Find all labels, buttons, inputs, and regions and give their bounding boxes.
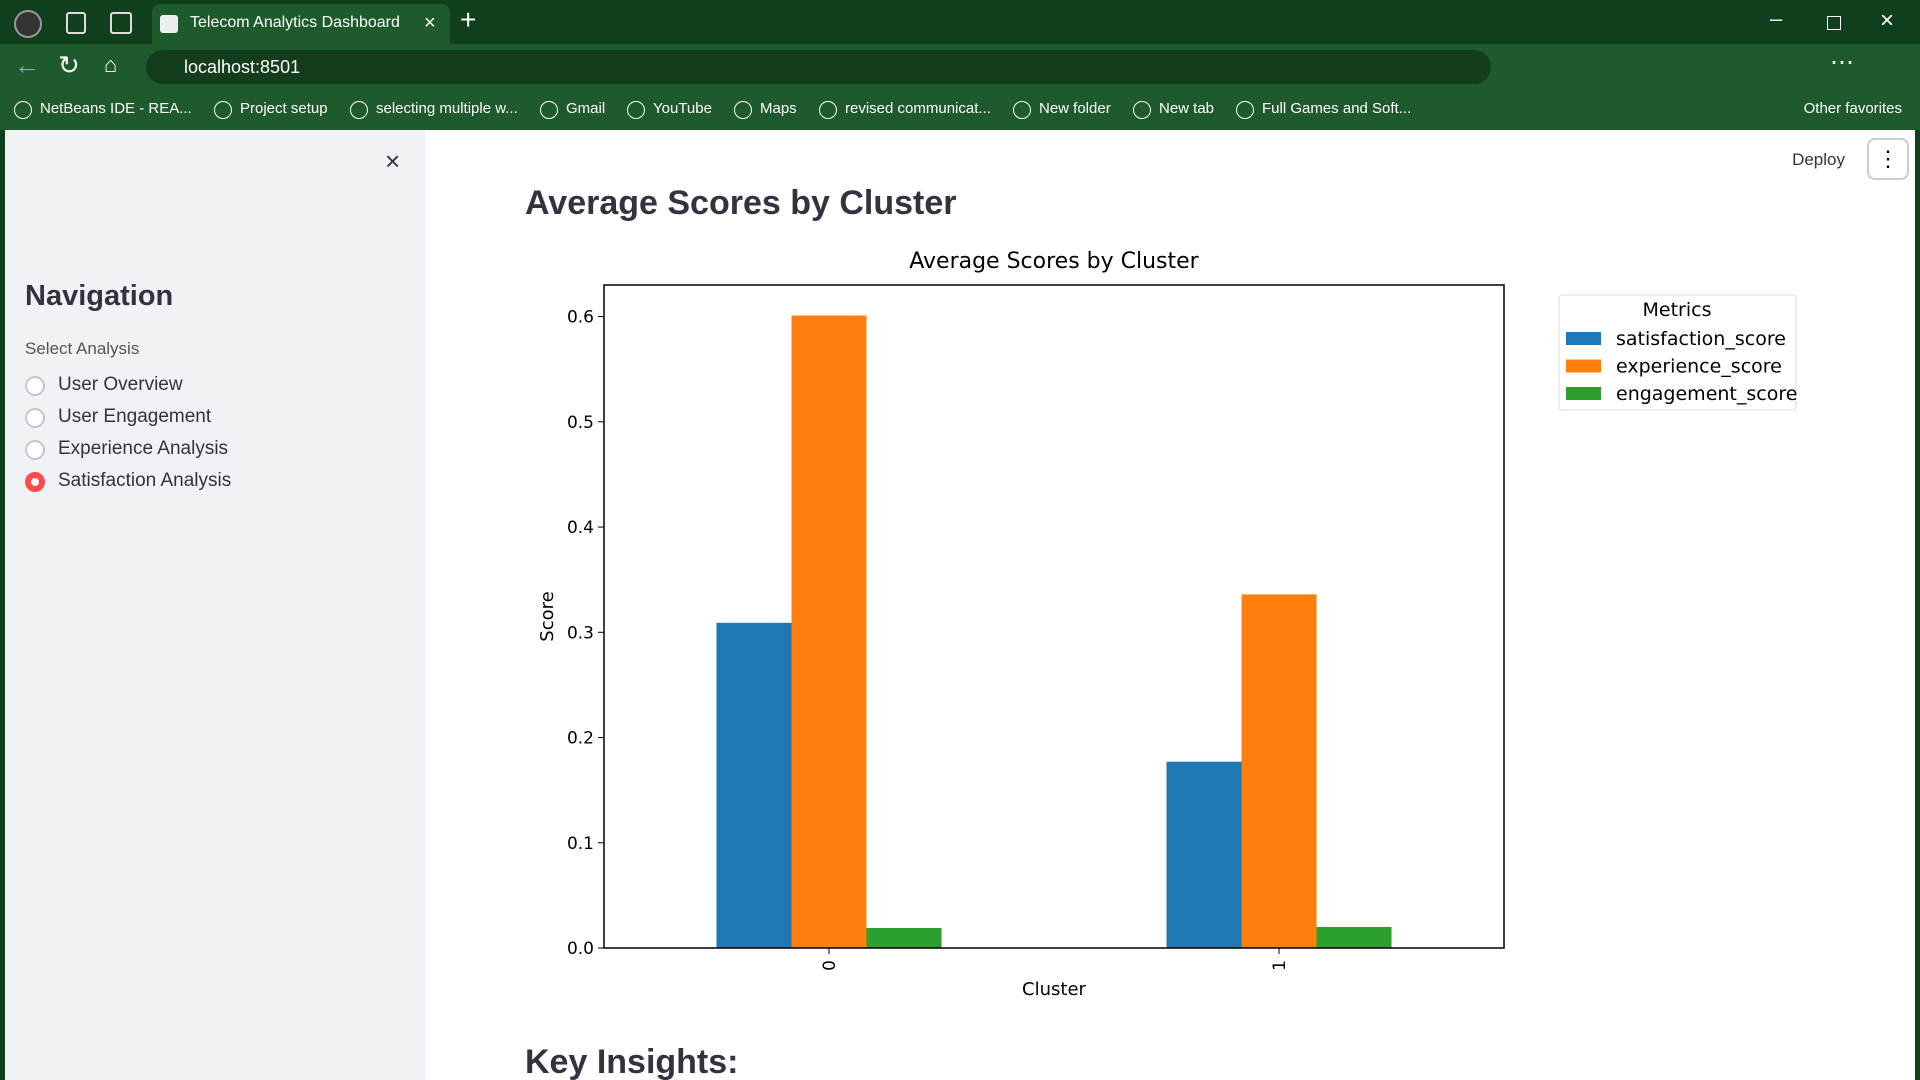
more-menu[interactable]: ⋯ — [1830, 49, 1854, 76]
close-window[interactable]: × — [1880, 7, 1895, 34]
deploy-button[interactable]: Deploy — [1792, 150, 1845, 169]
home[interactable]: ⌂ — [104, 52, 118, 77]
radio-button[interactable] — [25, 440, 45, 460]
plot-frame — [603, 284, 1505, 949]
radio-button[interactable] — [25, 472, 45, 492]
tab-bar: Telecom Analytics Dashboard × + – × — [0, 0, 1920, 44]
bookmark-icon — [1133, 101, 1151, 119]
url-field[interactable]: localhost:8501 — [146, 50, 1491, 84]
bookmark-icon — [540, 101, 558, 119]
radio-button[interactable] — [25, 408, 45, 428]
bookmark[interactable]: YouTube — [653, 100, 712, 117]
bookmark[interactable]: Maps — [760, 100, 797, 117]
sidebar-close[interactable]: × — [385, 146, 401, 176]
section-heading: Key Insights: — [525, 1043, 739, 1080]
bookmark-icon — [350, 101, 368, 119]
x-tick-label: 1 — [1270, 960, 1290, 971]
bookmark[interactable]: Gmail — [566, 100, 606, 117]
y-tick-label: 0.5 — [567, 413, 594, 433]
y-tick-label: 0.4 — [567, 518, 594, 538]
bookmark[interactable]: New tab — [1159, 100, 1215, 117]
new-tab[interactable]: + — [460, 4, 477, 35]
bookmarks-bar: Other favorites NetBeans IDE - REA... Pro… — [0, 88, 1920, 130]
restore[interactable] — [1827, 16, 1841, 30]
bar — [791, 315, 867, 948]
bookmark-icon — [1236, 101, 1254, 119]
bar — [1316, 926, 1392, 948]
workspaces-icon[interactable] — [66, 12, 86, 34]
profile-icon[interactable] — [14, 10, 42, 38]
back[interactable]: ← — [14, 50, 40, 80]
chart-title: Average Scores by Cluster — [909, 249, 1199, 274]
app: × Navigation Select Analysis User Overvi… — [5, 130, 1915, 1080]
bookmark[interactable]: Full Games and Soft... — [1262, 100, 1412, 117]
bookmark-icon — [627, 101, 645, 119]
bookmark[interactable]: Project setup — [240, 100, 328, 117]
bookmark-icon — [734, 101, 752, 119]
bookmark[interactable]: selecting multiple w... — [376, 100, 518, 117]
legend-swatch — [1566, 332, 1601, 345]
app-menu[interactable]: ⋮ — [1867, 138, 1909, 180]
tab-favicon — [160, 15, 178, 33]
y-tick-label: 0.3 — [567, 623, 594, 643]
bar — [1166, 761, 1242, 948]
bookmark[interactable]: NetBeans IDE - REA... — [40, 100, 192, 117]
radio-option[interactable]: User Engagement — [58, 406, 212, 427]
legend-label: experience_score — [1616, 356, 1782, 378]
bookmark-icon — [819, 101, 837, 119]
radio-option[interactable]: Satisfaction Analysis — [58, 470, 232, 491]
legend-label: engagement_score — [1616, 383, 1797, 405]
url: localhost:8501 — [184, 57, 301, 77]
x-tick-label: 0 — [820, 960, 840, 971]
bookmark-icon — [14, 101, 32, 119]
bookmark-icon — [1013, 101, 1031, 119]
bar — [716, 622, 792, 948]
y-tick-label: 0.0 — [567, 939, 594, 959]
chart: Average Scores by Cluster 0.0 0.1 0.2 0.3 0.4… — [537, 249, 1797, 1000]
y-tick-label: 0.6 — [567, 308, 594, 328]
bar — [866, 928, 942, 948]
legend-box — [1558, 294, 1797, 411]
legend-label: satisfaction_score — [1616, 328, 1786, 350]
legend-swatch — [1566, 359, 1601, 373]
bookmark[interactable]: New folder — [1039, 100, 1111, 117]
legend-swatch — [1566, 387, 1601, 400]
page-heading: Average Scores by Cluster — [525, 184, 957, 222]
legend-title: Metrics — [1643, 299, 1712, 321]
y-tick-label: 0.2 — [567, 729, 594, 749]
sidebar: × Navigation Select Analysis User Overvi… — [5, 130, 425, 1080]
radio-label: Select Analysis — [25, 339, 140, 358]
x-axis-label: Cluster — [1022, 979, 1086, 1000]
sidebar-title: Navigation — [25, 280, 174, 312]
y-axis-label: Score — [537, 591, 558, 641]
reload[interactable]: ↻ — [58, 50, 80, 80]
tab-close[interactable]: × — [424, 12, 436, 34]
tab-actions-icon[interactable] — [110, 12, 132, 34]
radio-option[interactable]: Experience Analysis — [58, 438, 229, 459]
radio-option[interactable]: User Overview — [58, 374, 183, 395]
bookmark-icon — [214, 101, 232, 119]
bar — [1241, 594, 1317, 948]
radio-button[interactable] — [25, 376, 45, 396]
minimize[interactable]: – — [1770, 6, 1783, 31]
other-favorites[interactable]: Other favorites — [1803, 100, 1902, 117]
active-tab[interactable]: Telecom Analytics Dashboard × — [152, 4, 450, 44]
bookmark[interactable]: revised communicat... — [845, 100, 991, 117]
tab-title: Telecom Analytics Dashboard — [190, 14, 400, 31]
y-tick-label: 0.1 — [567, 834, 594, 854]
